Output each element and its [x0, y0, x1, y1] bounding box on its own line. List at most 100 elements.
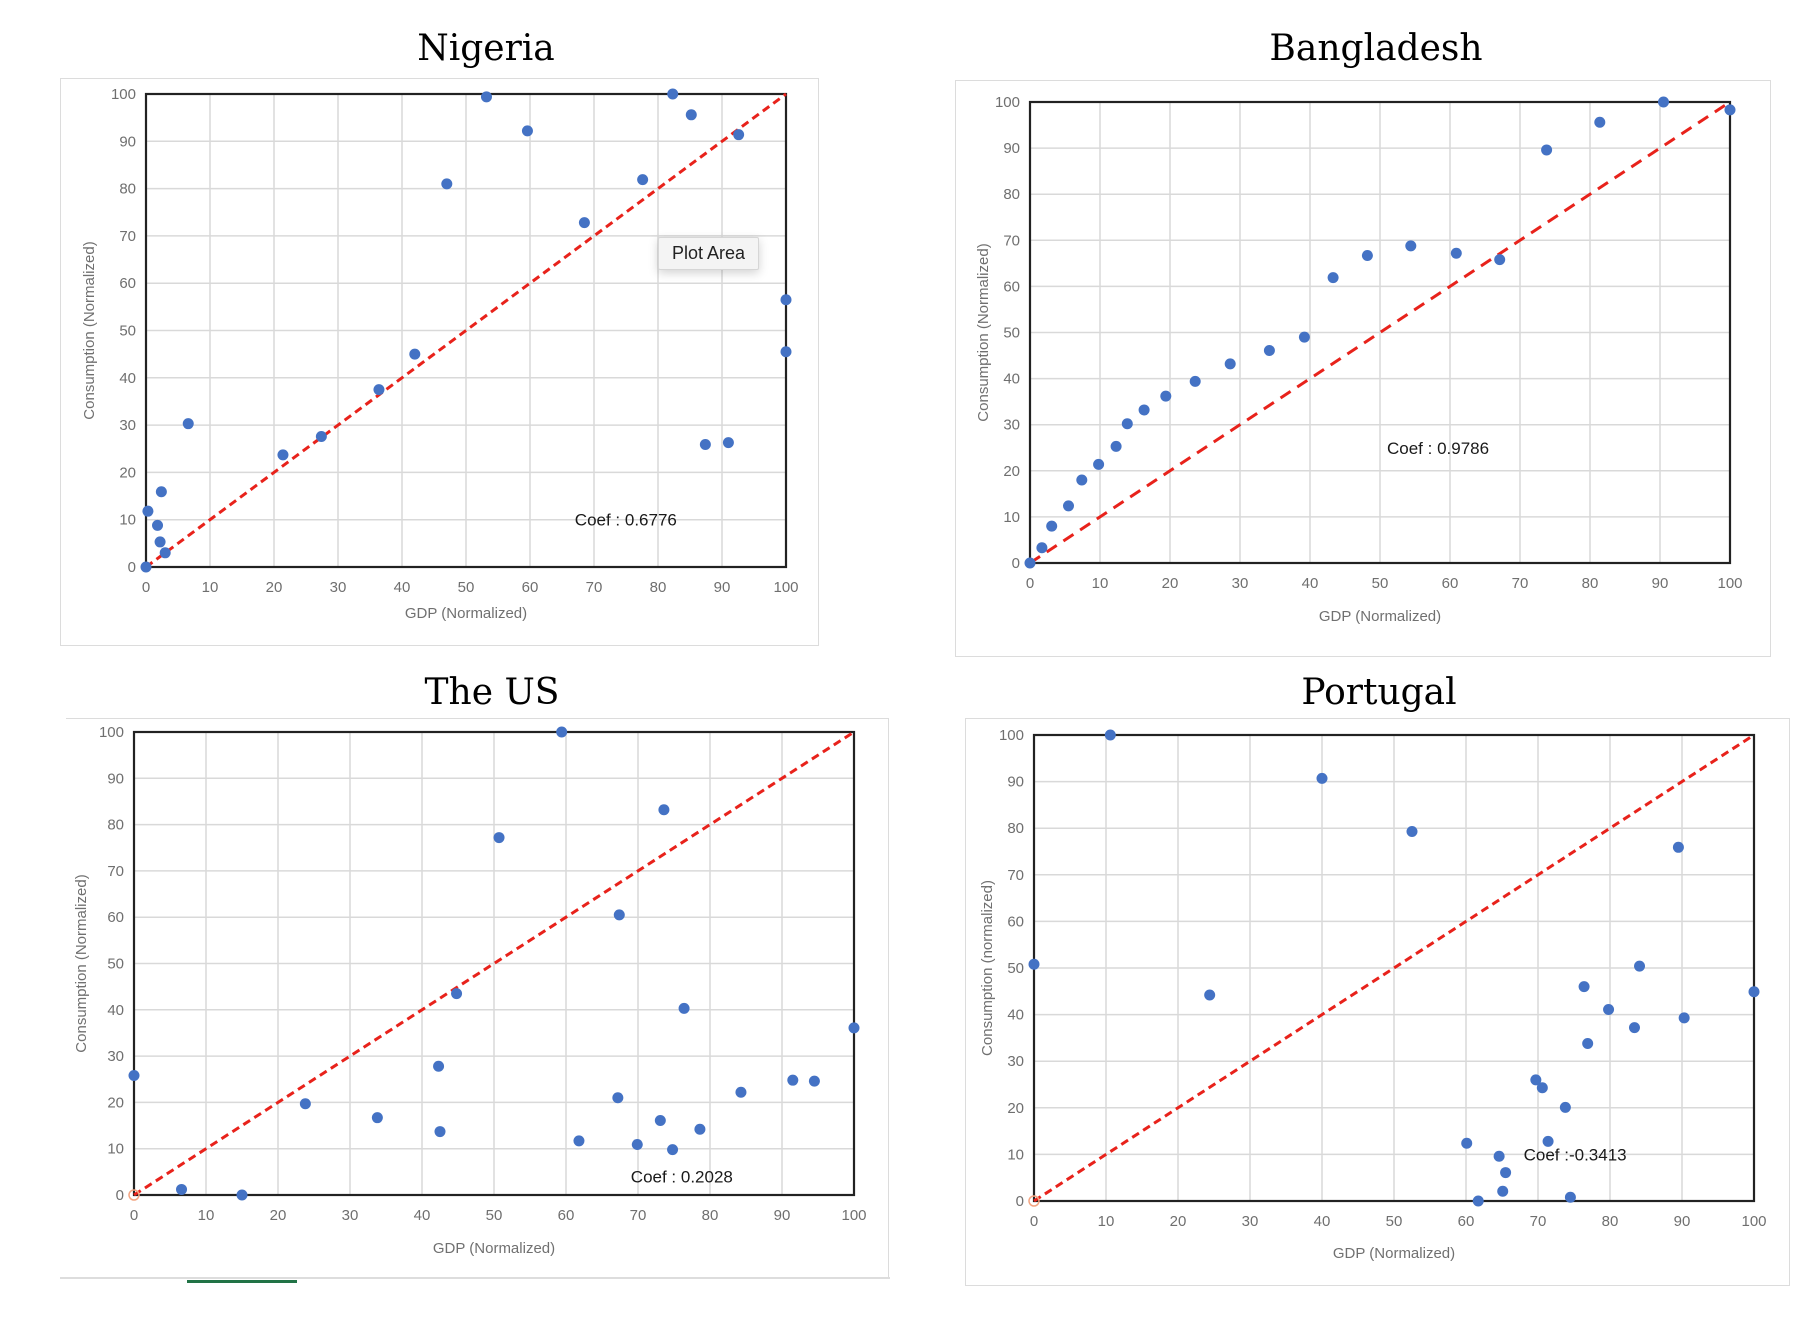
x-tick-label: 20	[270, 1207, 287, 1224]
x-tick-label: 90	[1674, 1213, 1691, 1230]
reference-line-diagonal	[145, 92, 787, 569]
x-tick-label: 30	[342, 1207, 359, 1224]
x-tick-label: 0	[142, 579, 150, 596]
y-tick-label: 60	[119, 275, 136, 292]
data-point	[155, 486, 167, 498]
data-point	[433, 1060, 445, 1072]
data-point	[493, 832, 505, 844]
y-tick-label: 90	[107, 770, 124, 787]
origin-marker	[1028, 1195, 1040, 1207]
chart-bangladesh: 0 10 20 30 40 50 60 70 80 90 100 0 10 20 30 40 50 60 70 80 9…	[975, 94, 1743, 625]
y-tick-label: 20	[119, 464, 136, 481]
sheet-tab-indicator[interactable]	[187, 1280, 297, 1283]
data-point	[1578, 981, 1590, 993]
x-tick-label: 40	[1314, 1213, 1331, 1230]
data-point	[848, 1022, 860, 1034]
data-point	[1497, 1185, 1509, 1197]
y-tick-label: 20	[107, 1094, 124, 1111]
data-point	[1036, 542, 1048, 554]
x-tick-label: 70	[630, 1207, 647, 1224]
coef-annotation: Coef :-0.3413	[1524, 1145, 1627, 1164]
data-point	[1224, 358, 1236, 370]
y-axis-label: Consumption (Normalized)	[73, 874, 90, 1052]
y-axis-label: Consumption (Normalized)	[975, 243, 992, 421]
data-point	[521, 125, 533, 137]
x-tick-label: 90	[714, 579, 731, 596]
data-point	[1658, 96, 1669, 108]
x-axis-label: GDP (Normalized)	[1333, 1245, 1455, 1262]
x-tick-label: 20	[266, 579, 283, 596]
plot-area-tooltip: Plot Area	[658, 237, 759, 270]
chart-title-nigeria: Nigeria	[417, 28, 555, 69]
data-point	[1076, 474, 1088, 486]
x-tick-label: 0	[130, 1207, 138, 1224]
y-tick-label: 40	[107, 1002, 124, 1019]
data-point	[780, 346, 792, 358]
data-point	[631, 1139, 643, 1151]
data-point	[152, 519, 164, 531]
data-point	[1541, 144, 1553, 156]
data-point	[373, 384, 385, 396]
y-tick-label: 70	[119, 228, 136, 245]
x-tick-label: 30	[330, 579, 347, 596]
x-tick-label: 60	[558, 1207, 575, 1224]
x-tick-label: 50	[1372, 575, 1389, 592]
y-tick-label: 90	[1007, 774, 1024, 791]
data-point	[613, 909, 625, 921]
data-point	[685, 109, 697, 121]
x-tick-label: 60	[1458, 1213, 1475, 1230]
y-tick-label: 70	[1003, 232, 1020, 249]
data-point	[1748, 986, 1760, 998]
x-tick-label: 10	[1098, 1213, 1115, 1230]
data-point	[1063, 500, 1074, 512]
x-tick-label: 60	[522, 579, 539, 596]
data-point	[556, 726, 568, 738]
y-tick-label: 50	[1007, 960, 1024, 977]
coef-annotation: Coef : 0.6776	[575, 511, 677, 530]
data-point	[176, 1183, 188, 1195]
data-point	[1405, 240, 1417, 252]
data-point	[735, 1086, 747, 1098]
data-point	[371, 1112, 383, 1124]
x-tick-label: 80	[1602, 1213, 1619, 1230]
data-point	[1028, 958, 1040, 970]
nigeria-chart-frame	[60, 78, 819, 646]
chart-title-bangladesh: Bangladesh	[1269, 28, 1483, 69]
x-tick-label: 40	[394, 579, 411, 596]
data-point	[1327, 272, 1339, 284]
data-point	[1672, 841, 1684, 853]
data-point	[236, 1189, 248, 1201]
data-point	[182, 418, 194, 430]
y-tick-label: 40	[1003, 371, 1020, 388]
portugal-chart-frame	[965, 718, 1790, 1286]
x-tick-label: 100	[1717, 575, 1742, 592]
x-tick-label: 0	[1030, 1213, 1038, 1230]
x-tick-label: 20	[1170, 1213, 1187, 1230]
y-tick-label: 80	[119, 181, 136, 198]
data-point	[722, 437, 734, 449]
x-tick-label: 60	[1442, 575, 1459, 592]
data-point	[1559, 1101, 1571, 1113]
data-point	[409, 348, 421, 360]
x-axis-label: GDP (Normalized)	[405, 605, 527, 622]
data-point	[434, 1126, 446, 1138]
y-tick-label: 50	[119, 323, 136, 340]
chart-nigeria: 0 10 20 30 40 50 60 70 80 90 100 0 10 20 30 40 50 60 70 80 9…	[81, 86, 799, 622]
x-tick-label: 40	[1302, 575, 1319, 592]
y-tick-label: 0	[128, 559, 136, 576]
data-point	[1316, 772, 1328, 784]
y-tick-label: 50	[1003, 325, 1020, 342]
data-point	[128, 1070, 140, 1082]
bangladesh-chart-frame	[955, 80, 1771, 657]
data-point	[140, 561, 152, 573]
x-tick-label: 80	[650, 579, 667, 596]
y-tick-label: 70	[107, 863, 124, 880]
data-point	[678, 1002, 690, 1014]
x-tick-label: 90	[774, 1207, 791, 1224]
y-tick-label: 30	[119, 417, 136, 434]
data-point	[612, 1092, 624, 1104]
y-tick-label: 100	[111, 86, 136, 103]
data-point	[1204, 989, 1216, 1001]
data-point	[667, 88, 679, 100]
data-point	[578, 217, 590, 229]
